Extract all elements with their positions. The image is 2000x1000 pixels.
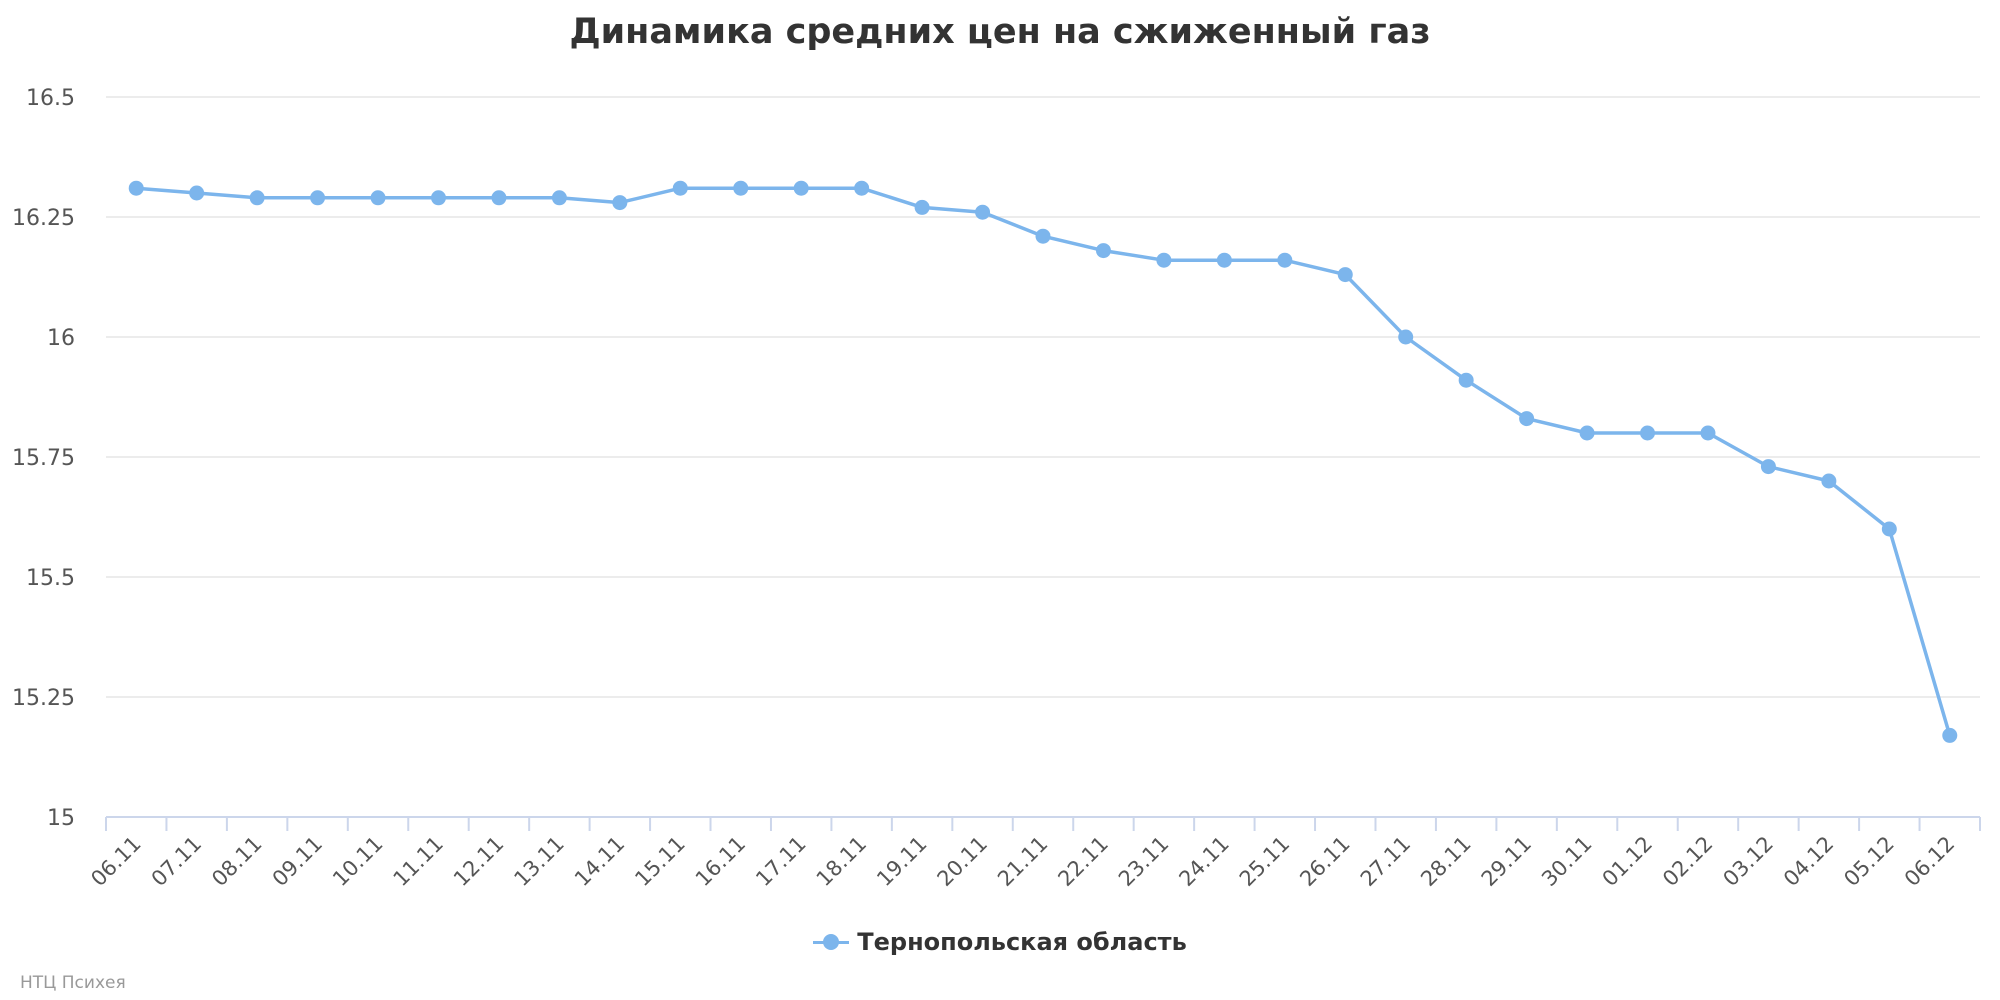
data-point[interactable] (1942, 727, 1958, 743)
data-point[interactable] (1277, 252, 1293, 268)
data-point[interactable] (612, 195, 628, 211)
y-tick-label: 15 (47, 806, 75, 831)
data-point[interactable] (914, 199, 930, 215)
data-point[interactable] (491, 190, 507, 206)
y-tick-label: 16 (47, 326, 75, 351)
x-tick-label: 24.11 (1174, 832, 1233, 891)
data-point[interactable] (1821, 473, 1837, 489)
x-tick-label: 02.12 (1658, 832, 1717, 891)
x-tick-label: 14.11 (570, 832, 629, 891)
y-tick-label: 16.25 (12, 206, 75, 231)
x-tick-label: 23.11 (1114, 832, 1173, 891)
data-point[interactable] (551, 190, 567, 206)
data-point[interactable] (1398, 329, 1414, 345)
x-tick-label: 08.11 (207, 832, 266, 891)
x-tick-label: 05.12 (1839, 832, 1898, 891)
data-point[interactable] (1458, 372, 1474, 388)
x-axis: 06.11 07.11 08.11 09.11 10.11 11.11 12.11 13.11… (86, 816, 1981, 891)
x-tick-label: 01.12 (1598, 832, 1657, 891)
data-point[interactable] (1881, 521, 1897, 537)
legend-marker-icon (813, 932, 850, 952)
chart-title: Динамика средних цен на сжиженный газ (569, 12, 1431, 52)
x-tick-label: 30.11 (1537, 832, 1596, 891)
x-tick-label: 25.11 (1235, 832, 1294, 891)
legend-label: Тернопольская область (857, 928, 1187, 956)
data-point[interactable] (1579, 425, 1595, 441)
x-tick-label: 18.11 (812, 832, 871, 891)
x-tick-label: 20.11 (933, 832, 992, 891)
x-tick-label: 16.11 (691, 832, 750, 891)
x-tick-label: 04.12 (1779, 832, 1838, 891)
legend-item-series[interactable]: Тернопольская область (813, 928, 1187, 956)
x-tick-label: 09.11 (268, 832, 327, 891)
data-point[interactable] (128, 180, 144, 196)
data-point[interactable] (430, 190, 446, 206)
x-tick-label: 22.11 (1054, 832, 1113, 891)
data-point[interactable] (672, 180, 688, 196)
x-tick-label: 29.11 (1477, 832, 1536, 891)
data-point[interactable] (1760, 459, 1776, 475)
y-tick-label: 16.5 (26, 86, 75, 111)
data-point[interactable] (1337, 267, 1353, 283)
data-point[interactable] (249, 190, 265, 206)
x-tick-label: 06.11 (86, 832, 145, 891)
x-tick-label: 28.11 (1416, 832, 1475, 891)
data-point[interactable] (370, 190, 386, 206)
legend: Тернопольская область (0, 928, 2000, 956)
series-line-group (128, 180, 1958, 743)
grid-lines (106, 96, 1980, 698)
y-tick-label: 15.75 (12, 446, 75, 471)
data-point[interactable] (854, 180, 870, 196)
x-tick-label: 12.11 (449, 832, 508, 891)
credits-text[interactable]: НТЦ Психея (20, 973, 126, 993)
x-tick-label: 26.11 (1295, 832, 1354, 891)
data-point[interactable] (1035, 228, 1051, 244)
data-point[interactable] (975, 204, 991, 220)
x-tick-label: 03.12 (1718, 832, 1777, 891)
series-line (134, 186, 1952, 738)
x-tick-label: 15.11 (630, 832, 689, 891)
x-tick-label: 13.11 (509, 832, 568, 891)
x-tick-label: 17.11 (751, 832, 810, 891)
data-point[interactable] (1519, 411, 1535, 427)
data-point[interactable] (793, 180, 809, 196)
data-point[interactable] (1156, 252, 1172, 268)
data-point[interactable] (1216, 252, 1232, 268)
data-point[interactable] (1640, 425, 1656, 441)
data-point[interactable] (189, 185, 205, 201)
x-tick-label: 07.11 (147, 832, 206, 891)
x-tick-label: 21.11 (993, 832, 1052, 891)
y-axis: 15 15.25 15.5 15.75 16 16.25 16.5 (12, 86, 75, 831)
data-point[interactable] (1700, 425, 1716, 441)
data-point[interactable] (1095, 243, 1111, 259)
x-tick-label: 10.11 (328, 832, 387, 891)
data-point[interactable] (310, 190, 326, 206)
x-tick-label: 27.11 (1356, 832, 1415, 891)
data-point[interactable] (733, 180, 749, 196)
x-tick-label: 06.12 (1900, 832, 1959, 891)
x-tick-label: 19.11 (872, 832, 931, 891)
x-tick-label: 11.11 (389, 832, 448, 891)
y-tick-label: 15.5 (26, 566, 75, 591)
y-tick-label: 15.25 (12, 686, 75, 711)
